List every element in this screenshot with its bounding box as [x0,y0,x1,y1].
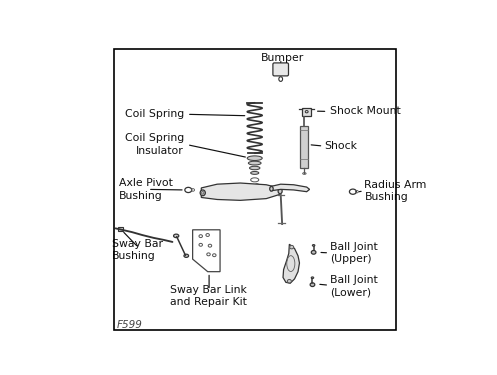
Text: Radius Arm
Bushing: Radius Arm Bushing [364,180,427,202]
Text: Coil Spring: Coil Spring [125,109,184,119]
FancyBboxPatch shape [273,63,288,76]
Text: Axle Pivot
Bushing: Axle Pivot Bushing [119,178,173,201]
Polygon shape [201,183,281,200]
Text: Shock Mount: Shock Mount [330,106,401,116]
Text: Ball Joint
(Upper): Ball Joint (Upper) [330,242,378,264]
Polygon shape [283,244,300,283]
Ellipse shape [248,161,261,165]
Ellipse shape [287,279,291,283]
Ellipse shape [311,251,316,254]
Ellipse shape [250,171,259,174]
Text: Sway Bar
Bushing: Sway Bar Bushing [112,239,163,261]
Ellipse shape [310,283,315,286]
Ellipse shape [270,186,273,191]
Text: Bumper: Bumper [260,53,304,63]
Text: Shock: Shock [324,141,357,151]
Ellipse shape [200,190,205,196]
Ellipse shape [249,166,260,170]
Bar [302,108,311,116]
Text: Sway Bar Link
and Repair Kit: Sway Bar Link and Repair Kit [170,285,247,308]
Text: Ball Joint
(Lower): Ball Joint (Lower) [330,275,378,297]
Bar [300,126,309,168]
Ellipse shape [278,189,282,194]
Bar [118,227,123,231]
Ellipse shape [247,156,262,160]
Polygon shape [270,184,310,192]
Text: Coil Spring
Insulator: Coil Spring Insulator [125,134,184,156]
Ellipse shape [290,245,294,249]
Text: F599: F599 [117,320,143,330]
Ellipse shape [184,254,188,257]
Bar [252,186,257,190]
Ellipse shape [173,234,179,238]
